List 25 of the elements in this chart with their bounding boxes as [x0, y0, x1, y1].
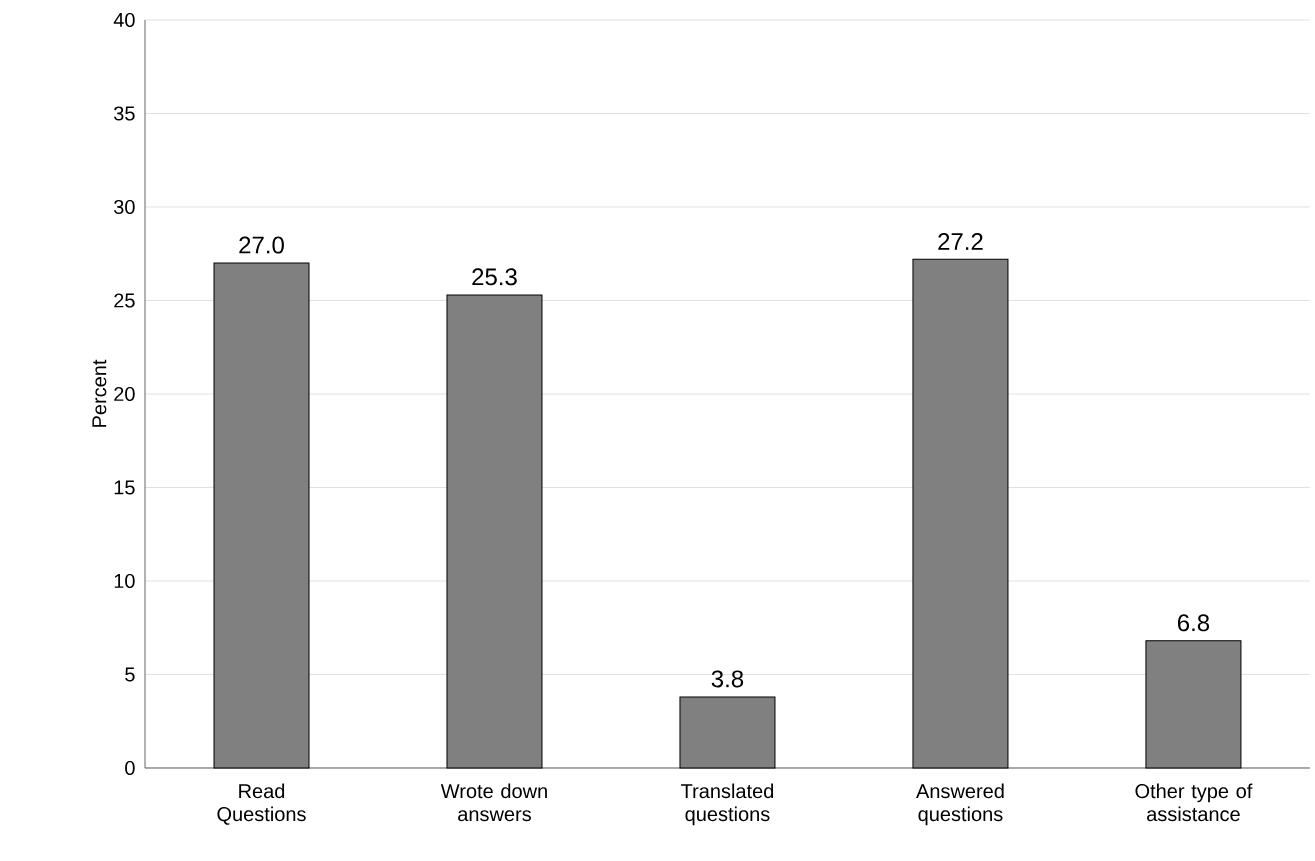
y-tick-label: 10 [114, 573, 135, 589]
x-tick-label: Read Questions [217, 783, 306, 825]
y-tick-label: 35 [114, 106, 135, 121]
data-label: 6.8 [1177, 614, 1210, 632]
x-tick-label: Answered questions [916, 783, 1004, 826]
x-tick-label: Wrote down answers [440, 783, 547, 822]
bar [213, 262, 310, 769]
y-tick-label: 0 [125, 760, 135, 776]
y-tick-label: 30 [114, 199, 135, 215]
y-tick-label: 15 [114, 480, 135, 495]
data-label: 25.3 [472, 268, 517, 286]
y-tick-label: 40 [113, 12, 135, 28]
y-tick-label: 20 [114, 386, 135, 402]
bar [912, 258, 1009, 769]
bar [679, 696, 776, 769]
data-label: 27.2 [938, 233, 983, 250]
y-tick-label: 25 [114, 293, 135, 308]
x-tick-label: Other type of assistance [1135, 783, 1253, 822]
x-tick-label: Translated questions [681, 783, 774, 826]
bar [446, 294, 543, 769]
data-label: 3.8 [711, 670, 744, 688]
data-label: 27.0 [239, 236, 284, 254]
bar [1145, 640, 1242, 769]
y-axis-title: Percent [92, 359, 107, 427]
y-tick-label: 5 [125, 667, 135, 682]
